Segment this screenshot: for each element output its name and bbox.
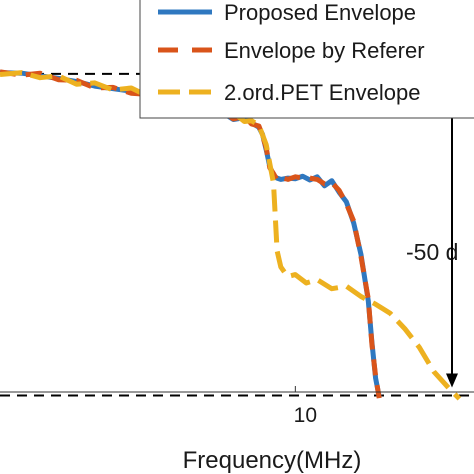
annotation-label: -50 d: [406, 239, 458, 265]
series-line-1: [0, 70, 382, 398]
legend-box: [139, 0, 474, 119]
x-ticks: 10: [294, 386, 317, 427]
reference-lines: [0, 72, 474, 397]
series-line-2: [0, 69, 382, 399]
plot-series: [0, 69, 462, 401]
legend-label-1: Proposed Envelope: [224, 0, 416, 25]
legend: Proposed Envelope Envelope by Referer 2.or…: [139, 0, 474, 119]
x-axis-label: Frequency(MHz): [183, 447, 362, 474]
legend-label-2: Envelope by Referer: [224, 38, 425, 63]
x-tick-label-1: 10: [294, 404, 317, 427]
annotation-arrow-head-bottom: [446, 373, 458, 388]
y-span-annotation: -50 d: [406, 81, 458, 388]
legend-label-3: 2.ord.PET Envelope: [224, 80, 421, 105]
series-line-3: [0, 70, 462, 401]
